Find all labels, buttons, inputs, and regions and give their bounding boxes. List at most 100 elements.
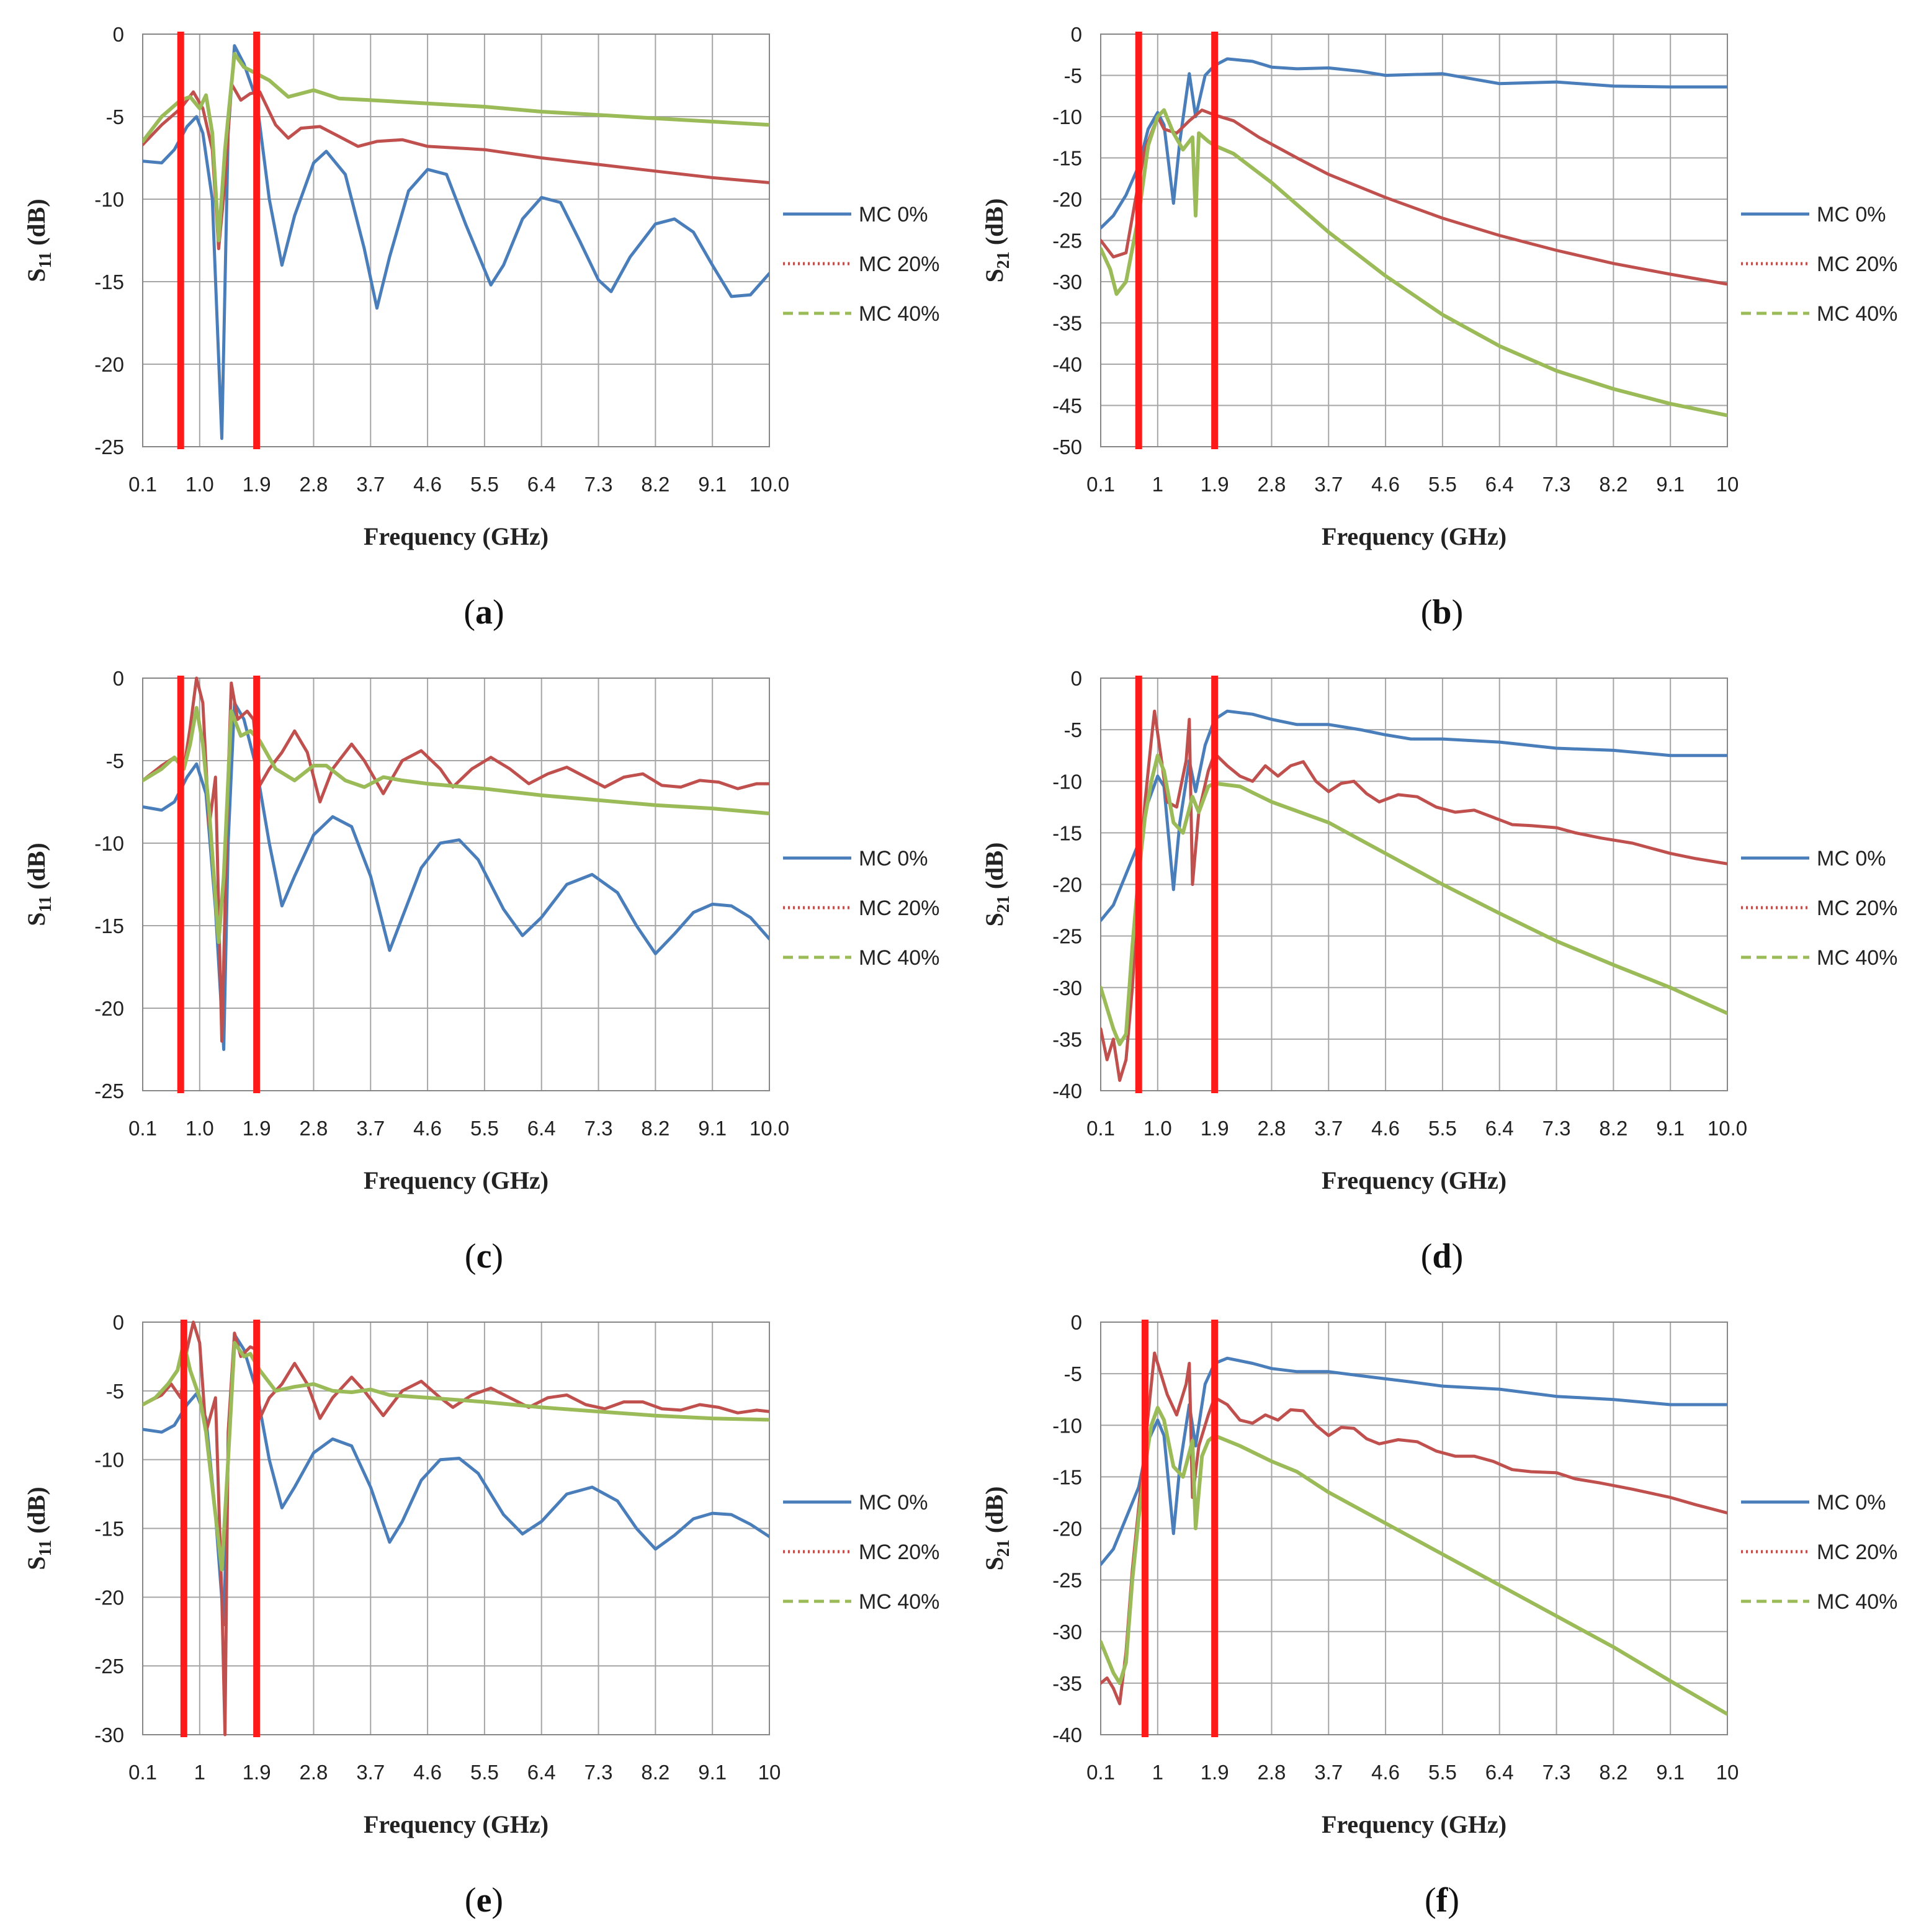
x-tick-label: 8.2 [1599, 473, 1627, 496]
x-tick-label: 6.4 [527, 1117, 556, 1140]
x-tick-label: 0.1 [1086, 1117, 1115, 1140]
plot-frame [1100, 678, 1728, 1091]
x-tick-label: 6.4 [1485, 473, 1514, 496]
x-tick-label: 8.2 [641, 1117, 669, 1140]
y-tick-label: -25 [94, 1655, 124, 1678]
x-tick-label: 7.3 [1542, 1761, 1571, 1784]
y-tick-label: -40 [1052, 1724, 1082, 1746]
chart-f: 0.1 1 1.9 2.8 3.7 4.6 5.5 6.4 7.3 8.2 9.1 10 0 -5 -10 -… [980, 1311, 1897, 1920]
chart-b: 0.1 1 1.9 2.8 3.7 4.6 5.5 6.4 7.3 8.2 9.1 10 0 -5 -10 -… [980, 23, 1897, 632]
y-tick-label: 0 [1071, 23, 1082, 46]
x-tick-label: 7.3 [1542, 473, 1571, 496]
y-tick-label: -5 [106, 749, 124, 772]
panel-c: 0.1 1.0 1.9 2.8 3.7 4.6 5.5 6.4 7.3 8.2 9.1 10.0 0 -5… [0, 644, 958, 1288]
x-tick-label: 3.7 [1314, 1117, 1343, 1140]
series-line [143, 705, 769, 944]
plot-frame [142, 1322, 770, 1735]
x-tick-label: 1.9 [243, 473, 271, 496]
x-axis-title: Frequency (GHz) [1322, 1166, 1506, 1194]
x-tick-label: 2.8 [300, 1117, 328, 1140]
y-tick-label: -25 [1052, 925, 1082, 948]
x-axis-title: Frequency (GHz) [364, 1166, 548, 1194]
y-axis-title: S11 (dB) [22, 1487, 55, 1570]
y-tick-label: -35 [1052, 1028, 1082, 1051]
x-tick-label: 2.8 [1258, 1117, 1286, 1140]
legend-label: MC 40% [1817, 1590, 1897, 1614]
series-line [143, 51, 769, 243]
x-tick-label: 7.3 [584, 1117, 613, 1140]
panel-label: (b) [1421, 593, 1463, 632]
y-tick-label: -5 [1064, 718, 1082, 741]
panel-d: 0.1 1.0 1.9 2.8 3.7 4.6 5.5 6.4 7.3 8.2 9.1 10.0 0 -5… [958, 644, 1916, 1288]
y-tick-label: -25 [1052, 1569, 1082, 1592]
x-tick-label: 1.0 [1144, 1117, 1172, 1140]
x-tick-label: 1.0 [186, 1117, 214, 1140]
x-tick-label: 7.3 [1542, 1117, 1571, 1140]
x-tick-label: 4.6 [1371, 1761, 1400, 1784]
series-line [1101, 709, 1727, 1082]
y-tick-label: -20 [94, 997, 124, 1020]
series-group [1101, 1351, 1727, 1716]
y-tick-label: -15 [1052, 147, 1082, 170]
x-tick-label: 1.9 [1201, 1117, 1229, 1140]
y-tick-label: -10 [1052, 1414, 1082, 1437]
x-tick-label: 1.9 [1201, 1761, 1229, 1784]
x-tick-label: 4.6 [413, 473, 442, 496]
x-tick-label: 5.5 [1428, 1117, 1457, 1140]
legend-label: MC 40% [859, 302, 939, 326]
legend-label: MC 40% [1817, 946, 1897, 970]
chart-a: 0.1 1.0 1.9 2.8 3.7 4.6 5.5 6.4 7.3 8.2 9.1 10.0 0 -5… [22, 23, 939, 632]
x-tick-label: 0.1 [1086, 473, 1115, 496]
panel-label: (a) [463, 593, 504, 632]
y-tick-label: -15 [94, 1518, 124, 1541]
x-tick-label: 5.5 [470, 1117, 499, 1140]
y-tick-label: -5 [106, 105, 124, 128]
y-tick-label: -5 [1064, 1362, 1082, 1385]
x-tick-label: 3.7 [356, 1117, 385, 1140]
series-line [1101, 1406, 1727, 1716]
x-axis-title: Frequency (GHz) [364, 1810, 548, 1838]
legend-label: MC 0% [1817, 1491, 1886, 1514]
x-tick-label: 9.1 [1656, 1117, 1685, 1140]
x-tick-label: 1.9 [243, 1761, 271, 1784]
x-tick-label: 0.1 [128, 473, 157, 496]
y-tick-label: -10 [94, 1449, 124, 1472]
y-tick-label: -10 [94, 188, 124, 211]
y-tick-label: -20 [1052, 874, 1082, 897]
x-tick-label: 6.4 [527, 473, 556, 496]
x-tick-label: 9.1 [698, 473, 727, 496]
x-tick-label: 8.2 [641, 1761, 669, 1784]
panel-label: (d) [1421, 1237, 1463, 1276]
x-tick-label: 4.6 [413, 1761, 442, 1784]
x-tick-label: 9.1 [1656, 473, 1685, 496]
panel-a: 0.1 1.0 1.9 2.8 3.7 4.6 5.5 6.4 7.3 8.2 9.1 10.0 0 -5… [0, 0, 958, 644]
series-line [143, 82, 769, 251]
series-line [143, 676, 769, 1043]
y-tick-label: 0 [113, 23, 124, 46]
y-tick-label: -15 [94, 915, 124, 937]
x-tick-label: 9.1 [698, 1761, 727, 1784]
plot-frame [1100, 1322, 1728, 1735]
y-tick-label: 0 [1071, 667, 1082, 690]
y-axis-title: S21 (dB) [980, 1487, 1013, 1571]
chart-e: 0.1 1 1.9 2.8 3.7 4.6 5.5 6.4 7.3 8.2 9.1 10 0 -5 -10 -… [22, 1311, 939, 1920]
y-tick-label: -5 [1064, 65, 1082, 87]
legend-label: MC 20% [859, 1541, 939, 1564]
y-tick-label: -45 [1052, 395, 1082, 418]
legend-label: MC 20% [1817, 897, 1897, 920]
y-tick-label: -20 [94, 353, 124, 376]
x-tick-label: 10 [1716, 1761, 1739, 1784]
panel-f: 0.1 1 1.9 2.8 3.7 4.6 5.5 6.4 7.3 8.2 9.1 10 0 -5 -10 -… [958, 1288, 1916, 1932]
y-axis-title: S21 (dB) [980, 199, 1013, 283]
x-tick-label: 3.7 [356, 1761, 385, 1784]
x-tick-label: 7.3 [584, 1761, 613, 1784]
x-tick-label: 8.2 [1599, 1761, 1627, 1784]
y-tick-label: -40 [1052, 1080, 1082, 1102]
series-line [143, 44, 769, 441]
x-tick-label: 8.2 [641, 473, 669, 496]
y-tick-label: -15 [1052, 1465, 1082, 1488]
y-tick-label: -20 [1052, 188, 1082, 211]
x-tick-label: 1.0 [186, 473, 214, 496]
y-tick-label: -15 [1052, 821, 1082, 844]
